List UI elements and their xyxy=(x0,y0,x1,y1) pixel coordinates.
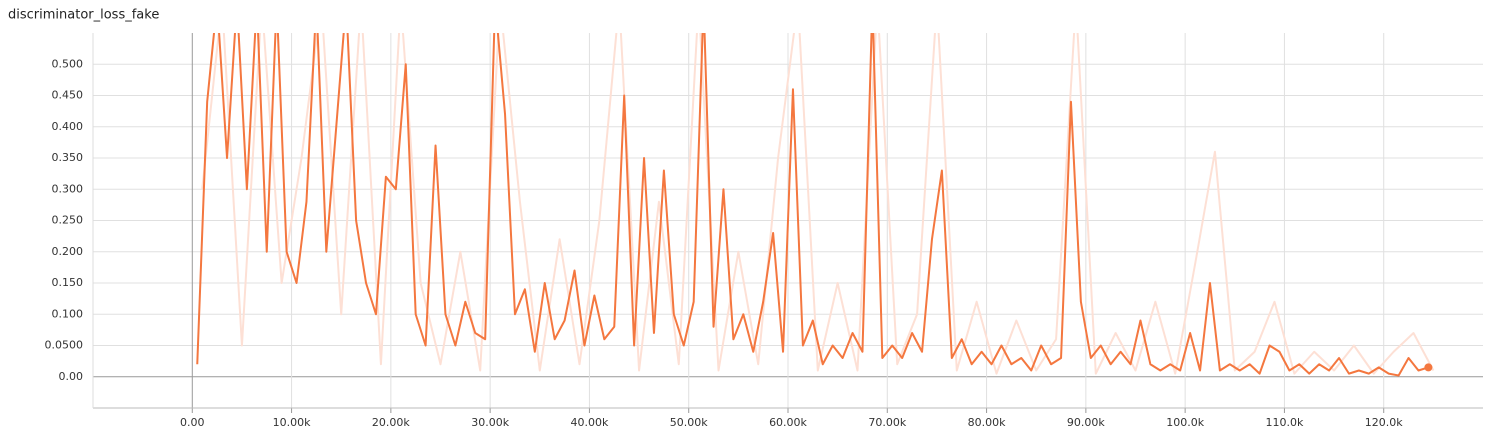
x-tick-label: 30.00k xyxy=(471,416,509,429)
x-tick-label: 70.00k xyxy=(868,416,906,429)
plot-area xyxy=(196,33,1435,377)
y-tick-label: 0.100 xyxy=(52,307,84,320)
y-tick-label: 0.200 xyxy=(52,245,84,258)
x-tick-label: 50.00k xyxy=(670,416,708,429)
y-tick-label: 0.400 xyxy=(52,120,84,133)
y-tick-label: 0.500 xyxy=(52,57,84,70)
x-tick-label: 20.00k xyxy=(372,416,410,429)
end-point xyxy=(1424,363,1433,372)
x-tick-label: 110.0k xyxy=(1265,416,1303,429)
y-tick-label: 0.300 xyxy=(52,182,84,195)
y-tick-label: 0.250 xyxy=(52,214,84,227)
x-tick-label: 10.00k xyxy=(273,416,311,429)
x-tick-label: 40.00k xyxy=(570,416,608,429)
y-tick-label: 0.150 xyxy=(52,276,84,289)
y-tick-label: 0.00 xyxy=(59,370,84,383)
x-tick-label: 100.0k xyxy=(1166,416,1204,429)
y-tick-label: 0.450 xyxy=(52,89,84,102)
x-tick-label: 80.00k xyxy=(968,416,1006,429)
x-tick-label: 120.0k xyxy=(1365,416,1403,429)
series-line xyxy=(201,33,1435,375)
y-tick-label: 0.350 xyxy=(52,151,84,164)
x-tick-label: 0.00 xyxy=(180,416,205,429)
series-line xyxy=(196,33,1429,377)
x-tick-label: 60.00k xyxy=(769,416,807,429)
chart-title: discriminator_loss_fake xyxy=(8,8,159,23)
x-tick-label: 90.00k xyxy=(1067,416,1105,429)
y-tick-label: 0.0500 xyxy=(45,339,84,352)
